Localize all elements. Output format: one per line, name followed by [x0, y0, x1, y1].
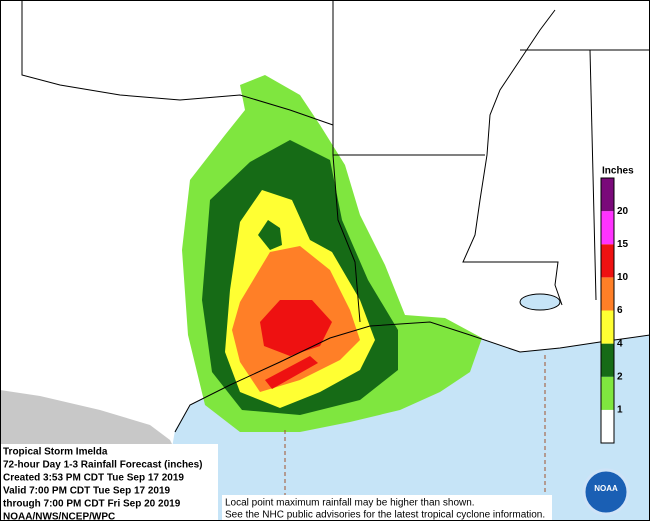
note-line: Local point maximum rainfall may be high…	[225, 498, 475, 509]
legend-swatch	[601, 244, 614, 278]
legend-swatch	[601, 409, 614, 443]
legend-swatch	[601, 277, 614, 311]
info-line: through 7:00 PM CDT Fri Sep 20 2019	[3, 499, 181, 510]
mexico-land	[0, 390, 175, 450]
legend-title: Inches	[602, 166, 634, 177]
info-text: Tropical Storm Imelda 72-hour Day 1-3 Rai…	[3, 447, 203, 521]
legend-outline	[600, 177, 615, 444]
info-line: 72-hour Day 1-3 Rainfall Forecast (inche…	[3, 460, 203, 471]
legend-swatch	[601, 310, 614, 344]
state-borders	[21, 0, 650, 433]
info-line: Tropical Storm Imelda	[3, 447, 108, 458]
info-line: Valid 7:00 PM CDT Tue Sep 17 2019	[3, 486, 171, 497]
info-box	[0, 444, 218, 521]
legend-label: 1	[617, 405, 623, 416]
info-line: NOAA/NWS/NCEP/WPC	[3, 512, 115, 521]
legend-label: 15	[617, 239, 629, 250]
legend: 1 2 4 6 10 15 20	[600, 177, 629, 444]
legend-swatch	[601, 343, 614, 377]
legend-label: 10	[617, 272, 629, 283]
legend-swatch	[601, 376, 614, 410]
legend-label: 4	[617, 338, 623, 349]
legend-swatch	[601, 178, 614, 212]
legend-swatch	[601, 211, 614, 245]
rainfall	[182, 75, 482, 432]
logo	[582, 468, 630, 516]
logo-text: NOAA	[594, 484, 618, 493]
legend-label: 20	[617, 206, 629, 217]
note-line: See the NHC public advisories for the la…	[225, 510, 545, 521]
note-box	[222, 495, 552, 521]
legend-label: 6	[617, 305, 623, 316]
info-line: Created 3:53 PM CDT Tue Sep 17 2019	[3, 473, 184, 484]
legend-label: 2	[617, 371, 623, 382]
note-text: Local point maximum rainfall may be high…	[225, 498, 545, 521]
